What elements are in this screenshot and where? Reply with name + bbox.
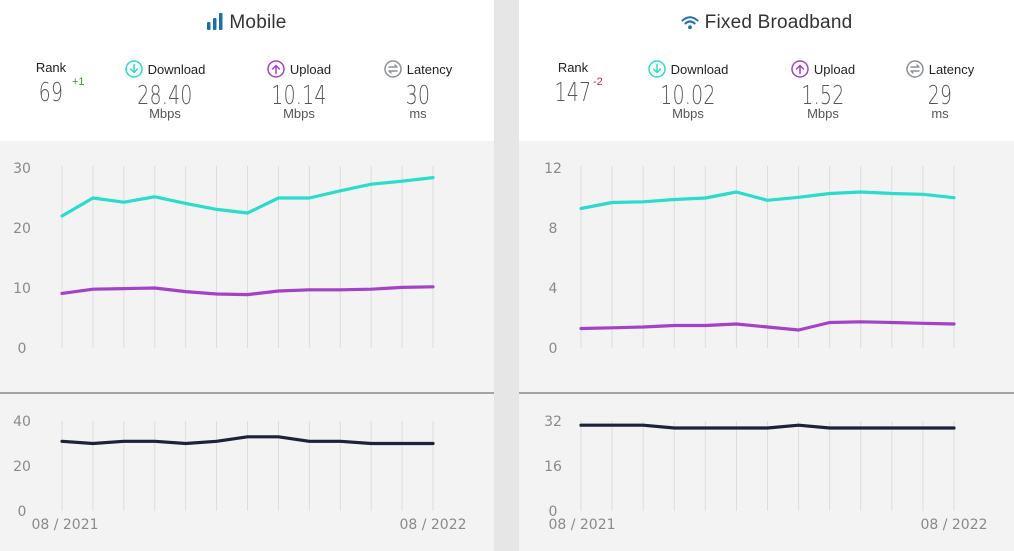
latency-label: Latency (890, 60, 990, 78)
download-series-line (60, 175, 435, 218)
fixed-latency-stat: Latency 29 ms (890, 60, 990, 121)
fixed-rank-stat: Rank 147 (523, 60, 623, 107)
y-tick-label: 20 (13, 459, 31, 475)
upload-label-text: Upload (813, 62, 856, 77)
latency-unit: ms (409, 106, 427, 121)
download-label: Download (115, 60, 215, 78)
mobile-upload-stat: Upload 10.14 Mbps (249, 60, 349, 121)
download-icon (124, 60, 143, 78)
upload-series-line (60, 285, 435, 297)
fixed-chart-area: 0 4 8 12 0 16 32 08 / 2021 08 / 2022 (519, 141, 1014, 551)
rank-value: 147 (554, 78, 592, 108)
rank-label: Rank (35, 60, 67, 75)
latency-value: 29 (927, 81, 953, 111)
latency-value: 30 (405, 81, 431, 111)
fixed-broadband-panel: Fixed Broadband Rank 147 -2 Download 10.… (519, 0, 1014, 551)
y-tick-label: 30 (13, 161, 31, 177)
latency-icon (905, 60, 924, 78)
wifi-icon (681, 16, 699, 30)
upload-label: Upload (249, 60, 349, 78)
rank-change: +1 (72, 76, 85, 88)
rank-change: -2 (593, 76, 603, 88)
upload-label: Upload (773, 60, 873, 78)
y-tick-label: 12 (544, 161, 562, 177)
fixed-charts: 0 4 8 12 0 16 32 08 / 2021 08 / 2022 (519, 161, 1014, 533)
y-tick-label: 0 (549, 504, 558, 520)
y-tick-label: 0 (18, 341, 27, 357)
latency-series-line (579, 423, 956, 430)
download-label-text: Download (147, 62, 206, 77)
mobile-panel: Mobile Rank 69 +1 Download 28.40 Mbps Up… (0, 0, 494, 551)
upload-value: 1.52 (801, 81, 845, 111)
mobile-chart-area: 0 10 20 30 0 20 40 08 / 2021 08 / 2022 (0, 141, 494, 551)
download-label: Download (638, 60, 738, 78)
latency-icon (383, 60, 402, 78)
rank-value: 69 (38, 78, 64, 108)
latency-series-line (60, 435, 435, 446)
mobile-title-text: Mobile (229, 12, 287, 33)
latency-label-text: Latency (406, 62, 453, 77)
rank-label: Rank (557, 60, 589, 75)
download-unit: Mbps (672, 106, 704, 121)
download-icon (647, 60, 666, 78)
x-tick-label: 08 / 2021 (31, 517, 98, 533)
upload-unit: Mbps (807, 106, 839, 121)
fixed-download-stat: Download 10.02 Mbps (638, 60, 738, 121)
upload-icon (267, 60, 285, 78)
latency-label: Latency (368, 60, 468, 78)
y-tick-label: 10 (13, 281, 31, 297)
upload-series-line (579, 320, 956, 332)
y-tick-label: 0 (18, 504, 27, 520)
x-tick-label: 08 / 2022 (399, 517, 466, 533)
mobile-download-stat: Download 28.40 Mbps (115, 60, 215, 121)
x-tick-label: 08 / 2022 (920, 517, 987, 533)
download-value: 28.40 (137, 81, 193, 111)
fixed-title: Fixed Broadband (519, 12, 1014, 34)
fixed-header: Fixed Broadband Rank 147 -2 Download 10.… (519, 0, 1014, 141)
upload-value: 10.14 (271, 81, 327, 111)
y-tick-label: 0 (549, 341, 558, 357)
signal-bars-icon (207, 13, 223, 30)
upload-unit: Mbps (283, 106, 315, 121)
download-series-line (579, 190, 956, 211)
y-tick-label: 32 (544, 414, 562, 430)
fixed-title-text: Fixed Broadband (704, 12, 853, 33)
fixed-upload-stat: Upload 1.52 Mbps (773, 60, 873, 121)
download-unit: Mbps (149, 106, 181, 121)
y-tick-label: 20 (13, 221, 31, 237)
mobile-title: Mobile (0, 12, 494, 34)
latency-label-text: Latency (928, 62, 975, 77)
y-tick-label: 4 (549, 281, 558, 297)
mobile-header: Mobile Rank 69 +1 Download 28.40 Mbps Up… (0, 0, 494, 141)
latency-unit: ms (931, 106, 949, 121)
download-value: 10.02 (660, 81, 716, 111)
download-label-text: Download (670, 62, 729, 77)
mobile-charts: 0 10 20 30 0 20 40 08 / 2021 08 / 2022 (0, 161, 494, 533)
mobile-rank-stat: Rank 69 (1, 60, 101, 107)
y-tick-label: 8 (549, 221, 558, 237)
upload-icon (791, 60, 809, 78)
x-tick-label: 08 / 2021 (548, 517, 615, 533)
upload-label-text: Upload (289, 62, 332, 77)
mobile-latency-stat: Latency 30 ms (368, 60, 468, 121)
y-tick-label: 40 (13, 414, 31, 430)
y-tick-label: 16 (544, 459, 562, 475)
